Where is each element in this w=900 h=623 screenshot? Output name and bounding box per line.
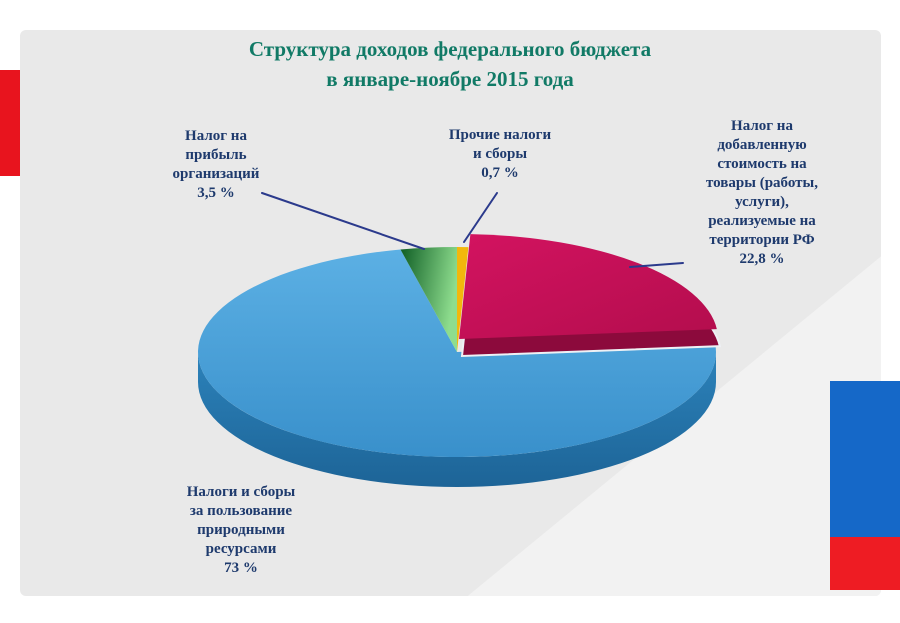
pie-slice-resources-depth xyxy=(198,352,716,487)
pie-slice-profit xyxy=(400,247,457,352)
right-red-accent-bar xyxy=(830,537,900,590)
label-other-taxes: Прочие налоги и сборы 0,7 % xyxy=(448,127,552,181)
pie-slices xyxy=(197,234,722,487)
leader-lines xyxy=(261,192,684,268)
label-natural-resources: Налоги и сборы за пользование природными… xyxy=(186,484,296,576)
pie-slice-resources xyxy=(197,249,717,458)
leader-line-profit xyxy=(261,192,425,250)
pie-slice-other xyxy=(457,247,469,352)
chart-title-line2: в январе-ноябре 2015 года xyxy=(326,67,574,91)
label-profit-tax: Налог на прибыль организаций 3,5 % xyxy=(172,128,260,201)
right-blue-accent-bar xyxy=(830,381,900,537)
pie-slice-vat xyxy=(459,234,717,339)
leader-line-other xyxy=(463,192,498,243)
chart-title: Структура доходов федерального бюджета в… xyxy=(0,34,900,94)
chart-title-line1: Структура доходов федерального бюджета xyxy=(248,37,652,61)
left-red-accent-bar xyxy=(0,70,20,176)
leader-line-vat xyxy=(629,262,684,268)
label-vat: Налог на добавленную стоимость на товары… xyxy=(706,118,818,267)
